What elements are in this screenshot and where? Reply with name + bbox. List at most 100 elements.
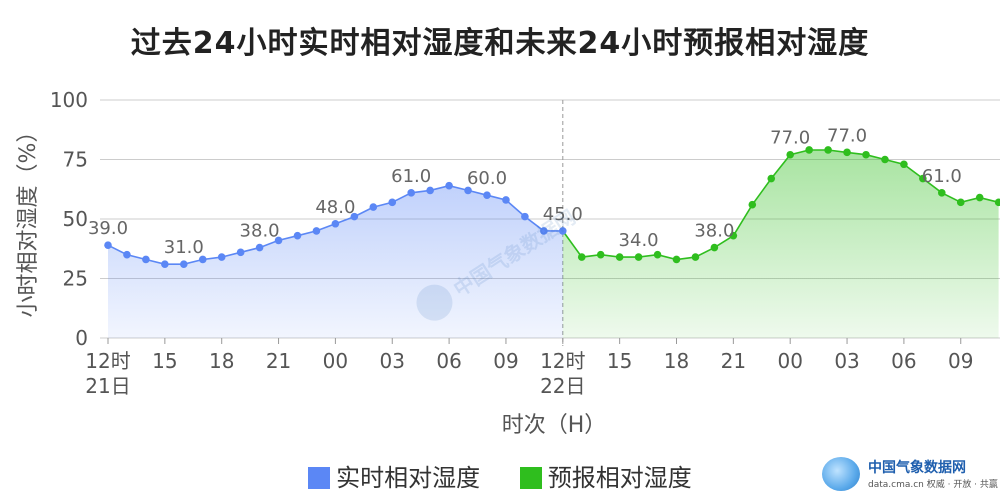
data-point	[104, 241, 112, 249]
data-point	[824, 146, 832, 154]
data-point	[502, 196, 510, 204]
data-label: 31.0	[164, 237, 204, 258]
data-label: 39.0	[88, 218, 128, 239]
data-point	[350, 212, 359, 221]
x-tick-label: 12时	[540, 349, 585, 373]
chart-title: 过去24小时实时相对湿度和未来24小时预报相对湿度	[130, 26, 870, 61]
y-tick-label: 0	[75, 326, 88, 350]
data-point	[540, 227, 548, 235]
data-point	[956, 198, 965, 207]
data-label: 34.0	[619, 230, 659, 251]
x-tick-label: 00	[777, 349, 802, 373]
data-point	[767, 174, 776, 183]
legend-item-forecast[interactable]: 预报相对湿度	[519, 458, 692, 493]
data-point	[900, 160, 908, 169]
x-tick-label: 15	[607, 349, 632, 373]
data-point	[255, 243, 264, 252]
data-point	[862, 150, 870, 159]
data-point	[653, 250, 662, 259]
data-point	[634, 253, 643, 261]
legend-item-observed[interactable]: 实时相对湿度	[308, 458, 480, 493]
series-area-forecast	[562, 150, 999, 338]
series-area-observed	[108, 185, 563, 338]
data-point	[975, 193, 984, 202]
x-tick-label: 18	[209, 349, 234, 373]
data-point	[748, 200, 757, 209]
data-point	[331, 219, 340, 228]
data-point	[369, 203, 378, 211]
data-point	[180, 260, 188, 269]
data-point	[407, 189, 416, 197]
x-tick-label: 15	[152, 349, 177, 373]
y-tick-label: 100	[50, 88, 88, 112]
data-point	[426, 186, 434, 195]
x-tick-label: 00	[323, 349, 348, 373]
legend-swatch-observed	[308, 467, 331, 489]
y-tick-label: 25	[63, 267, 88, 291]
legend-label-observed: 实时相对湿度	[336, 464, 481, 492]
y-axis-label: 小时相对湿度（%）	[16, 121, 41, 318]
x-axis-label: 时次（H）	[502, 413, 607, 438]
data-point	[161, 260, 169, 269]
data-point	[938, 189, 946, 197]
data-label: 61.0	[922, 166, 962, 187]
data-point	[236, 248, 245, 257]
data-label: 48.0	[315, 197, 355, 218]
data-point	[274, 236, 283, 245]
data-point	[123, 250, 131, 259]
data-label: 45.0	[543, 204, 583, 225]
x-tick-label: 03	[380, 349, 405, 373]
legend-label-forecast: 预报相对湿度	[547, 464, 692, 492]
data-label: 38.0	[694, 221, 734, 242]
chart-legend: 实时相对湿度 预报相对湿度	[0, 458, 1000, 493]
x-tick-sublabel: 22日	[540, 374, 585, 398]
data-point	[577, 253, 586, 261]
logo-name: 中国气象数据网	[868, 460, 966, 476]
data-point	[312, 227, 321, 235]
cma-logo-icon	[822, 457, 860, 491]
y-tick-label: 75	[63, 148, 88, 172]
data-point	[559, 227, 567, 235]
data-label: 60.0	[467, 168, 507, 189]
x-tick-label: 12时	[85, 349, 130, 373]
data-point	[919, 174, 927, 183]
data-point	[483, 191, 491, 199]
data-point	[293, 231, 302, 240]
x-tick-label: 06	[891, 349, 916, 373]
data-point	[881, 155, 889, 164]
data-point	[596, 250, 605, 259]
data-point	[691, 253, 700, 261]
x-tick-label: 03	[834, 349, 859, 373]
data-point	[388, 198, 397, 207]
x-tick-label: 18	[664, 349, 689, 373]
cma-logo[interactable]: 中国气象数据网 data.cma.cn 权威 · 开放 · 共赢	[822, 455, 998, 495]
logo-subtitle: data.cma.cn 权威 · 开放 · 共赢	[868, 480, 998, 490]
data-point	[805, 146, 813, 154]
data-point	[445, 181, 453, 190]
x-tick-label: 21	[266, 349, 291, 373]
x-tick-label: 06	[436, 349, 461, 373]
legend-swatch-forecast	[519, 467, 542, 489]
data-point	[521, 212, 529, 221]
data-point	[710, 243, 719, 252]
x-tick-label: 09	[493, 349, 518, 373]
x-tick-label: 09	[948, 349, 973, 373]
data-point	[729, 231, 738, 240]
data-label: 77.0	[827, 125, 867, 146]
data-label: 61.0	[391, 166, 431, 187]
humidity-chart: 39.0 31.0 38.0 48.0 61.0 60.0 45.0 34.0 38.0 77.0…	[16, 88, 1000, 438]
x-tick-sublabel: 21日	[85, 374, 130, 398]
data-point	[672, 255, 681, 264]
data-point	[142, 255, 150, 264]
data-label: 77.0	[770, 128, 810, 149]
data-point	[198, 255, 207, 264]
data-point	[615, 253, 624, 261]
data-point	[786, 150, 794, 159]
data-point	[994, 198, 1000, 207]
data-point	[217, 253, 226, 261]
data-label: 38.0	[240, 221, 280, 242]
data-point	[464, 186, 472, 195]
x-tick-label: 21	[721, 349, 746, 373]
y-tick-label: 50	[63, 207, 88, 231]
data-point	[843, 148, 851, 157]
